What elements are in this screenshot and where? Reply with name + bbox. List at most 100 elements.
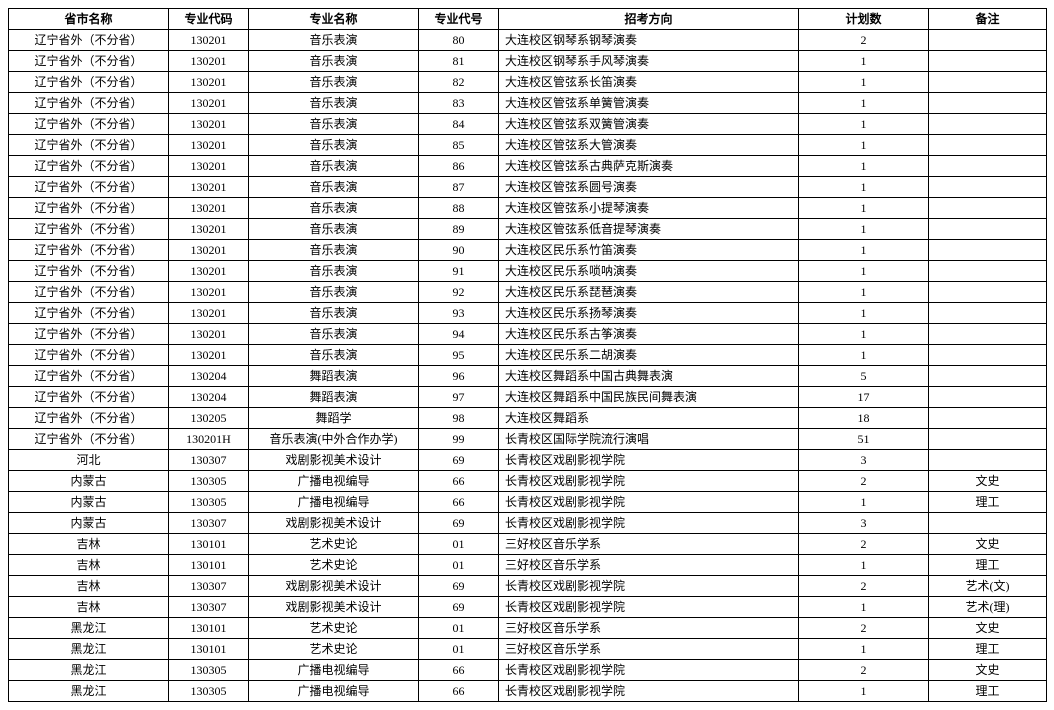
- cell-1: 130305: [169, 681, 249, 702]
- cell-4: 三好校区音乐学系: [499, 555, 799, 576]
- table-row: 辽宁省外（不分省）130201音乐表演84大连校区管弦系双簧管演奏1: [9, 114, 1047, 135]
- table-row: 吉林130307戏剧影视美术设计69长青校区戏剧影视学院1艺术(理): [9, 597, 1047, 618]
- col-header-0: 省市名称: [9, 9, 169, 30]
- cell-0: 吉林: [9, 555, 169, 576]
- cell-4: 长青校区戏剧影视学院: [499, 513, 799, 534]
- cell-1: 130101: [169, 555, 249, 576]
- cell-0: 辽宁省外（不分省）: [9, 324, 169, 345]
- cell-3: 01: [419, 534, 499, 555]
- cell-0: 黑龙江: [9, 660, 169, 681]
- cell-5: 2: [799, 576, 929, 597]
- cell-1: 130101: [169, 639, 249, 660]
- cell-3: 69: [419, 450, 499, 471]
- cell-5: 1: [799, 555, 929, 576]
- cell-1: 130201: [169, 303, 249, 324]
- col-header-5: 计划数: [799, 9, 929, 30]
- cell-0: 辽宁省外（不分省）: [9, 261, 169, 282]
- cell-5: 51: [799, 429, 929, 450]
- cell-0: 内蒙古: [9, 513, 169, 534]
- cell-2: 音乐表演: [249, 51, 419, 72]
- cell-4: 长青校区戏剧影视学院: [499, 492, 799, 513]
- cell-0: 辽宁省外（不分省）: [9, 51, 169, 72]
- cell-6: [929, 450, 1047, 471]
- cell-3: 85: [419, 135, 499, 156]
- cell-4: 大连校区民乐系二胡演奏: [499, 345, 799, 366]
- col-header-1: 专业代码: [169, 9, 249, 30]
- cell-5: 1: [799, 681, 929, 702]
- cell-3: 92: [419, 282, 499, 303]
- cell-2: 舞蹈表演: [249, 366, 419, 387]
- cell-4: 大连校区管弦系圆号演奏: [499, 177, 799, 198]
- table-row: 辽宁省外（不分省）130201音乐表演88大连校区管弦系小提琴演奏1: [9, 198, 1047, 219]
- cell-6: [929, 93, 1047, 114]
- cell-0: 黑龙江: [9, 618, 169, 639]
- cell-6: 理工: [929, 681, 1047, 702]
- table-row: 吉林130101艺术史论01三好校区音乐学系2文史: [9, 534, 1047, 555]
- cell-5: 1: [799, 282, 929, 303]
- cell-2: 音乐表演: [249, 240, 419, 261]
- cell-5: 1: [799, 72, 929, 93]
- cell-3: 90: [419, 240, 499, 261]
- cell-5: 5: [799, 366, 929, 387]
- cell-4: 大连校区管弦系单簧管演奏: [499, 93, 799, 114]
- cell-3: 89: [419, 219, 499, 240]
- cell-3: 66: [419, 681, 499, 702]
- table-row: 辽宁省外（不分省）130201音乐表演93大连校区民乐系扬琴演奏1: [9, 303, 1047, 324]
- table-body: 辽宁省外（不分省）130201音乐表演80大连校区钢琴系钢琴演奏2辽宁省外（不分…: [9, 30, 1047, 702]
- table-row: 辽宁省外（不分省）130201音乐表演83大连校区管弦系单簧管演奏1: [9, 93, 1047, 114]
- table-row: 辽宁省外（不分省）130201音乐表演80大连校区钢琴系钢琴演奏2: [9, 30, 1047, 51]
- cell-4: 三好校区音乐学系: [499, 618, 799, 639]
- cell-2: 音乐表演: [249, 114, 419, 135]
- cell-0: 辽宁省外（不分省）: [9, 135, 169, 156]
- cell-1: 130205: [169, 408, 249, 429]
- cell-0: 辽宁省外（不分省）: [9, 30, 169, 51]
- cell-3: 91: [419, 261, 499, 282]
- cell-0: 辽宁省外（不分省）: [9, 177, 169, 198]
- cell-2: 音乐表演(中外合作办学): [249, 429, 419, 450]
- cell-1: 130201: [169, 345, 249, 366]
- cell-0: 内蒙古: [9, 492, 169, 513]
- cell-6: 文史: [929, 618, 1047, 639]
- cell-6: [929, 156, 1047, 177]
- cell-4: 大连校区民乐系古筝演奏: [499, 324, 799, 345]
- cell-1: 130201: [169, 219, 249, 240]
- cell-6: [929, 282, 1047, 303]
- table-row: 辽宁省外（不分省）130201音乐表演90大连校区民乐系竹笛演奏1: [9, 240, 1047, 261]
- cell-5: 1: [799, 114, 929, 135]
- cell-6: 文史: [929, 534, 1047, 555]
- cell-2: 广播电视编导: [249, 471, 419, 492]
- cell-2: 广播电视编导: [249, 492, 419, 513]
- cell-5: 1: [799, 156, 929, 177]
- cell-2: 音乐表演: [249, 282, 419, 303]
- cell-6: 文史: [929, 660, 1047, 681]
- cell-4: 大连校区民乐系竹笛演奏: [499, 240, 799, 261]
- cell-4: 大连校区管弦系小提琴演奏: [499, 198, 799, 219]
- cell-4: 大连校区管弦系长笛演奏: [499, 72, 799, 93]
- cell-5: 3: [799, 513, 929, 534]
- cell-3: 01: [419, 555, 499, 576]
- cell-3: 87: [419, 177, 499, 198]
- cell-3: 98: [419, 408, 499, 429]
- cell-2: 广播电视编导: [249, 681, 419, 702]
- cell-2: 艺术史论: [249, 618, 419, 639]
- cell-1: 130201: [169, 135, 249, 156]
- cell-5: 17: [799, 387, 929, 408]
- cell-0: 内蒙古: [9, 471, 169, 492]
- cell-4: 大连校区舞蹈系中国古典舞表演: [499, 366, 799, 387]
- cell-0: 辽宁省外（不分省）: [9, 366, 169, 387]
- cell-0: 辽宁省外（不分省）: [9, 303, 169, 324]
- cell-2: 艺术史论: [249, 534, 419, 555]
- cell-6: [929, 240, 1047, 261]
- cell-1: 130201: [169, 177, 249, 198]
- cell-0: 黑龙江: [9, 639, 169, 660]
- cell-2: 戏剧影视美术设计: [249, 513, 419, 534]
- cell-2: 戏剧影视美术设计: [249, 597, 419, 618]
- cell-6: [929, 135, 1047, 156]
- cell-3: 66: [419, 492, 499, 513]
- cell-0: 辽宁省外（不分省）: [9, 198, 169, 219]
- cell-0: 辽宁省外（不分省）: [9, 219, 169, 240]
- table-row: 辽宁省外（不分省）130205舞蹈学98大连校区舞蹈系18: [9, 408, 1047, 429]
- table-row: 辽宁省外（不分省）130201音乐表演89大连校区管弦系低音提琴演奏1: [9, 219, 1047, 240]
- cell-6: [929, 219, 1047, 240]
- cell-1: 130307: [169, 597, 249, 618]
